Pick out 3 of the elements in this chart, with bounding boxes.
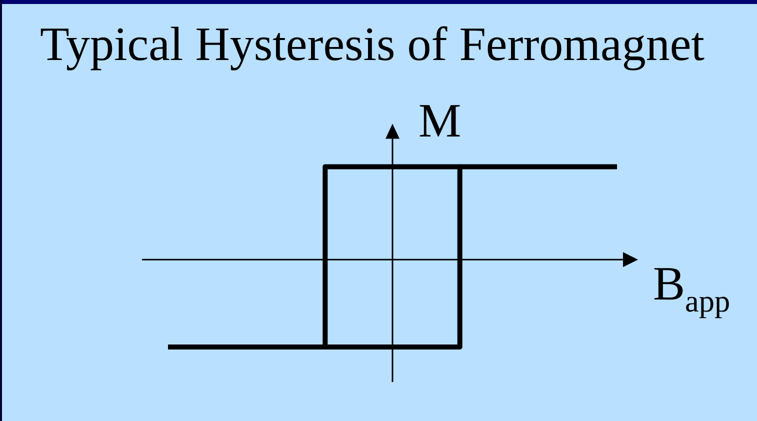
x-axis-title: B$_{app}$ bbox=[653, 258, 730, 319]
y-axis-title: M bbox=[418, 94, 462, 148]
chart-title: Typical Hysteresis of Ferromagnet bbox=[40, 18, 706, 71]
